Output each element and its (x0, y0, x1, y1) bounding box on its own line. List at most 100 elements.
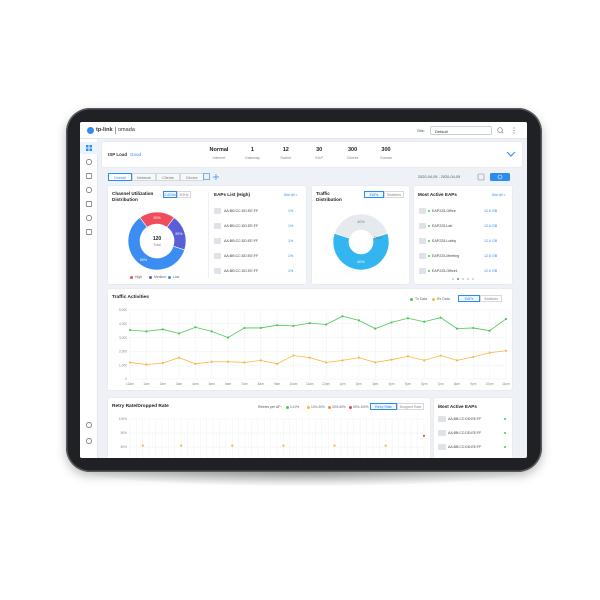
sidebar-icon (86, 215, 92, 221)
retry-point (282, 444, 285, 447)
type-toggle[interactable]: Switches (480, 295, 502, 302)
type-toggle[interactable]: EAPs (458, 295, 480, 302)
legend-swatch (432, 297, 435, 301)
type-toggle[interactable]: EAPs (364, 191, 384, 198)
tab[interactable]: Overall (108, 173, 132, 181)
series-point (308, 356, 311, 359)
band-toggle[interactable]: 2.4GHz (163, 191, 177, 198)
page-dot (462, 278, 464, 280)
retry-point (180, 444, 183, 447)
expand-chevron (506, 151, 516, 157)
retry-point (333, 444, 336, 447)
device-icon (438, 444, 446, 450)
tab[interactable]: Network (132, 173, 156, 181)
series-point (194, 362, 197, 365)
stat-value: 30 (316, 147, 323, 153)
series-point (341, 359, 344, 362)
segment-name: Other (374, 236, 383, 240)
most-active-card-2: Most Active EAPs AA:BB:CC:DD:EE:FF AA:BB:C… (434, 398, 512, 458)
series-point (226, 336, 230, 339)
legend-label: 0-10% (290, 405, 300, 409)
page-dot (467, 278, 469, 280)
stat-label: EAP (315, 155, 323, 160)
search-icon (497, 127, 503, 133)
see-all-link[interactable]: See All > (492, 193, 506, 197)
sidebar-icon (85, 229, 93, 235)
band-toggle[interactable]: 5GHz (177, 191, 191, 198)
device-icon (214, 223, 221, 229)
segment-label: 60% (140, 258, 148, 262)
stat-value: 300 (348, 147, 358, 153)
x-tick-label: 8pm (454, 382, 461, 386)
tab[interactable]: Clients (156, 173, 180, 181)
device-icon (438, 430, 446, 436)
card-title: Retry Rate/Dropped Rate (112, 404, 169, 409)
card-title: EAPs List (High) (214, 192, 250, 197)
x-tick-label: 11pm (502, 382, 510, 386)
legend-label: Low (173, 274, 180, 279)
more-icon-dot (513, 127, 515, 129)
traffic-donut: 40% 60% (332, 213, 390, 271)
legend-label: Medium (154, 274, 167, 279)
sidebar-icon (86, 145, 89, 148)
stat-value: 300 (381, 147, 391, 153)
series-point (308, 322, 311, 325)
device-icon (214, 253, 221, 259)
series-point (488, 329, 491, 332)
x-tick-label: 12am (126, 382, 134, 386)
series-point (423, 320, 426, 323)
status-dot (428, 270, 431, 273)
utilization-value: 1% (288, 223, 294, 228)
series-point (406, 355, 410, 358)
status-dot (504, 432, 507, 435)
sidebar-icon (86, 159, 92, 165)
eap-name: EAP225-Office (432, 208, 456, 213)
see-all-link[interactable]: See All > (284, 193, 298, 197)
device-icon (214, 268, 221, 274)
eap-traffic: 12.6 GB (484, 268, 498, 273)
series-point (423, 359, 426, 362)
legend-label: 10%-30% (311, 405, 325, 409)
traffic-distribution-card: Traffic Distribution EAPs Switches 40% 60% Ot… (312, 186, 409, 284)
card-title: Traffic Distribution (316, 191, 342, 202)
chevron (506, 151, 516, 157)
segment-label: 20% (153, 216, 161, 220)
rate-toggle[interactable]: Retry Rate (370, 403, 397, 410)
utilization-value: 1% (288, 208, 294, 213)
y-tick-label: 100% (119, 417, 127, 421)
x-tick-label: 7pm (438, 382, 445, 386)
screen: tp-link omada Site: Default ISP Load Good Norm… (80, 122, 527, 458)
eap-name: EAP225-Office1 (432, 268, 458, 273)
more-icon-dot (513, 132, 515, 134)
date-icons (477, 173, 510, 181)
legend-swatch (410, 297, 413, 301)
sidebar-icon (85, 173, 93, 179)
series-point (325, 323, 328, 326)
rate-toggle[interactable]: Dropped Rate (397, 403, 424, 410)
mac-address: AA:BB:CC:DD:EE:FF (224, 268, 259, 273)
legend-label: 30%-50% (332, 405, 346, 409)
card-title: Most Active EAPs (418, 192, 457, 197)
refresh-button[interactable] (490, 173, 510, 181)
tab[interactable]: Device (180, 173, 204, 181)
channel-card: Channel Utilization Distribution 2.4GHz 5G… (108, 186, 306, 284)
divider (208, 192, 209, 278)
y-tick-label: 60% (121, 445, 128, 449)
legend-swatch (328, 406, 331, 409)
legend-label: 50%-100% (353, 405, 369, 409)
series-point (341, 315, 344, 318)
stat-label: Switch (280, 155, 292, 160)
legend-label: Tx Data (415, 296, 428, 301)
status-dot (428, 240, 431, 243)
eap-traffic: 12.6 GB (484, 238, 498, 243)
series-point (210, 330, 213, 333)
mac-address: AA:BB:CC:DD:EE:FF (448, 416, 482, 421)
status-card: ISP Load Good Normal Internet 1 Gateway 12 Swit… (102, 142, 522, 167)
series-point (194, 326, 197, 329)
type-toggle[interactable]: Switches (384, 191, 404, 198)
utilization-value: 1% (288, 268, 294, 273)
site-dropdown[interactable]: Default (430, 126, 492, 135)
retry-plot: 100%80%60%40%20% (119, 417, 426, 458)
series-point (210, 360, 213, 363)
